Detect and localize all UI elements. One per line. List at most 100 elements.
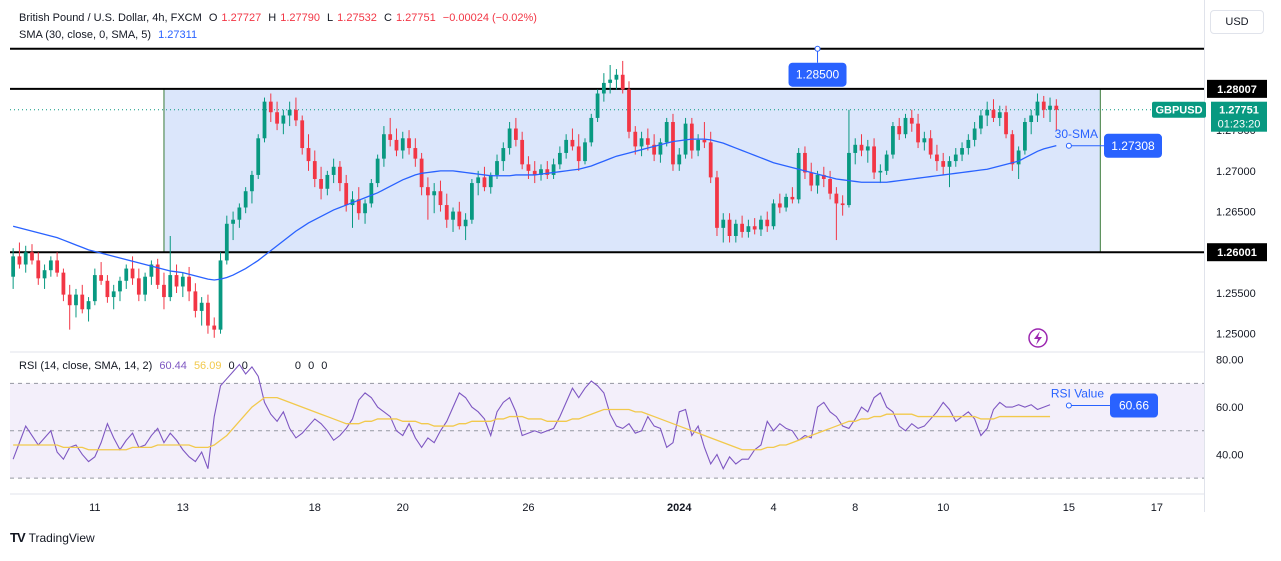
candle-body [413,148,418,159]
candle-body [30,252,34,261]
rsi-placeholder-4: 0 [308,360,315,372]
candle-body [1048,105,1052,110]
candle-body [928,138,933,155]
candle-body [671,122,675,165]
candle-body [545,169,550,175]
candle-body [589,117,594,143]
candle-body [639,138,644,147]
rsi-tick-label: 80.00 [1216,355,1244,367]
candle-body [180,276,185,287]
candle-body [199,302,204,311]
candle-body [294,109,298,121]
candle-body [614,74,619,80]
candle-body [363,203,367,214]
candle-body [218,260,223,330]
candle-body [551,164,556,175]
candle-body [130,268,135,279]
candle-body [608,79,613,83]
candle-body [821,174,826,179]
candle-body [570,139,575,147]
candle-body [124,268,129,281]
candle-body [790,196,795,200]
candle-body [224,223,229,261]
candle-body [960,148,964,155]
candle-body [1004,112,1008,135]
candle-body [1035,101,1040,116]
candle-body [507,128,512,149]
candle-body [1041,101,1046,110]
candle-body [400,138,405,151]
candle-body [809,172,814,186]
candle-body [501,148,506,162]
rsi-legend-text: RSI (14, close, SMA, 14, 2) [19,360,153,372]
candle-body [633,131,638,147]
candle-body [1054,105,1059,110]
lightning-icon-bolt [1034,331,1042,345]
candle-body [331,166,336,175]
candle-body [382,134,386,159]
rsi-tick-label: 60.00 [1216,402,1244,414]
candle-body [143,276,147,295]
range-box [163,88,1101,253]
candle-body [375,158,380,184]
rsi-tick-label: 40.00 [1216,449,1244,461]
candle-body [394,139,399,151]
candle-body [23,252,28,265]
candle-body [86,301,91,310]
support-axis-box [1207,243,1267,262]
candle-body [941,161,946,167]
target-label-text: 1.28500 [796,68,840,82]
candle-body [262,101,267,139]
candle-body [495,161,499,175]
candle-body [689,123,694,151]
candle-body [312,161,317,179]
currency-button[interactable]: USD [1210,10,1264,34]
candle-body [664,122,669,143]
candle-body [136,278,141,295]
candle-body [42,270,47,279]
candle-body [985,109,990,116]
candle-body [356,199,361,214]
sma-callout-dot [1065,142,1072,149]
last-price-box [1211,101,1267,132]
candle-body [1023,122,1027,151]
candle-body [916,123,920,143]
candle-body [344,183,349,206]
candle-body [696,139,701,151]
candle-body [92,275,97,302]
x-tick-label: 11 [89,502,100,514]
candle-body [48,260,53,271]
candle-body [853,144,858,153]
candle-body [909,117,914,124]
candle-body [155,264,160,285]
sma-legend-text: SMA (30, close, 0, SMA, 5) [19,29,152,41]
candle-body [677,154,682,165]
candle-body [557,152,562,165]
candle-body [55,260,60,273]
candle-body [847,152,851,206]
candle-body [193,291,198,311]
rsi-legend: RSI (14, close, SMA, 14, 2) 60.44 56.09 … [19,360,331,372]
candle-body [74,294,78,306]
x-tick-label: 15 [1063,502,1075,514]
candle-body [243,191,248,208]
candle-body [733,223,738,236]
target-dot [814,45,821,52]
candle-body [513,128,518,140]
candle-body [953,154,958,162]
ohlc-open-value: 1.27727 [221,12,262,24]
rsi-ma-legend-value: 56.09 [193,360,222,372]
candle-body [966,139,971,149]
tradingview-brand-text: TradingView [28,530,95,545]
candle-body [897,126,902,135]
candle-body [777,203,782,208]
candle-body [17,256,22,265]
rsi-placeholder-5: 0 [321,360,328,372]
candle-body [878,170,883,173]
candle-body [187,276,191,292]
x-tick-label: 17 [1151,502,1163,514]
candle-body [407,138,411,149]
